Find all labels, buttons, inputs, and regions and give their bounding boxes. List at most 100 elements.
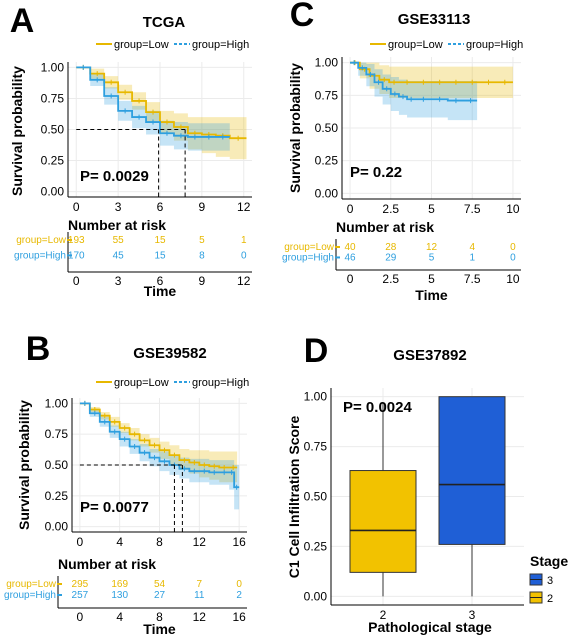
x-axis-label: Pathological stage <box>368 619 492 635</box>
risk-x-tick-label: 3 <box>115 274 122 288</box>
censor-mark <box>468 98 474 104</box>
censor-mark <box>178 133 184 139</box>
y-tick-label: 0.00 <box>304 589 328 603</box>
risk-value: 4 <box>469 242 475 253</box>
risk-x-tick-label: 4 <box>116 610 123 624</box>
censor-mark <box>122 436 128 442</box>
risk-x-tick-label: 5 <box>428 272 435 286</box>
legend-entry: group=High <box>466 39 523 51</box>
panel-letter: B <box>26 330 51 368</box>
censor-mark <box>437 79 443 85</box>
risk-value: 257 <box>72 590 89 601</box>
risk-value: 54 <box>154 579 166 590</box>
risk-value: 46 <box>344 252 356 263</box>
censor-mark <box>132 431 138 437</box>
risk-row-label: group=Low <box>284 242 335 253</box>
p-value: P= 0.0024 <box>343 399 412 416</box>
y-axis-label: Survival probability <box>287 63 303 193</box>
p-value: P= 0.0077 <box>80 499 149 516</box>
censor-mark <box>178 124 184 130</box>
risk-value: 0 <box>241 250 247 261</box>
censor-mark <box>142 437 148 443</box>
risk-row-label: group=Low <box>16 235 67 246</box>
y-tick-label: 0.75 <box>315 88 339 102</box>
censor-mark <box>437 96 443 102</box>
panel-letter: D <box>304 332 329 370</box>
censor-mark <box>112 429 118 435</box>
censor-mark <box>502 79 508 85</box>
x-axis-label: Time <box>144 283 177 299</box>
censor-mark <box>102 413 108 419</box>
censor-mark <box>192 134 198 140</box>
legend-entry: group=Low <box>114 39 169 51</box>
censor-mark <box>181 457 187 463</box>
censor-mark <box>150 119 156 125</box>
x-tick-label: 0 <box>73 200 80 214</box>
y-tick-label: 0.00 <box>45 520 69 534</box>
censor-mark <box>94 77 100 83</box>
p-value: P= 0.22 <box>350 164 402 181</box>
censor-mark <box>122 108 128 114</box>
censor-mark <box>359 65 365 71</box>
censor-mark <box>152 442 158 448</box>
y-tick-label: 0.25 <box>41 154 65 168</box>
risk-value: 15 <box>154 250 166 261</box>
x-tick-label: 2 <box>380 608 387 622</box>
legend: group=Low group=High <box>96 377 249 389</box>
y-tick-label: 1.00 <box>45 396 69 410</box>
risk-value: 5 <box>199 235 205 246</box>
legend-entry: group=Low <box>114 377 169 389</box>
censor-mark <box>80 64 86 70</box>
risk-row-label: group=High <box>14 250 66 261</box>
censor-mark <box>142 450 148 456</box>
censor-mark <box>351 60 357 66</box>
censor-mark <box>220 134 226 140</box>
censor-mark <box>221 464 227 470</box>
box <box>438 396 506 545</box>
p-value: P= 0.0029 <box>80 168 149 185</box>
censor-mark <box>94 71 100 77</box>
risk-x-tick-label: 10 <box>506 272 520 286</box>
censor-mark <box>201 462 207 468</box>
censor-mark <box>164 119 170 125</box>
risk-value: 45 <box>113 250 125 261</box>
confidence-band <box>350 62 478 121</box>
risk-x-tick-label: 12 <box>237 274 251 288</box>
censor-mark <box>420 79 426 85</box>
y-tick-label: 0.75 <box>41 91 65 105</box>
risk-value: 40 <box>344 242 356 253</box>
censor-mark <box>211 469 217 475</box>
censor-mark <box>92 410 98 416</box>
censor-mark <box>400 94 406 100</box>
risk-value: 0 <box>510 252 516 263</box>
panel-a: A TCGA group=Low group=High 0.00 0.25 0.50 0.75… <box>9 2 252 299</box>
censor-mark <box>408 96 414 102</box>
risk-value: 0 <box>510 242 516 253</box>
risk-value: 1 <box>241 235 247 246</box>
risk-x-tick-label: 8 <box>156 610 163 624</box>
risk-value: 5 <box>429 252 435 263</box>
x-tick-label: 12 <box>237 200 251 214</box>
y-tick-label: 1.00 <box>304 390 328 404</box>
risk-value: 193 <box>68 235 85 246</box>
x-tick-label: 0 <box>347 202 354 216</box>
survival-curve <box>79 402 240 489</box>
x-tick-label: 5 <box>428 202 435 216</box>
risk-x-tick-label: 0 <box>77 610 84 624</box>
panel-letter: A <box>10 2 35 40</box>
y-tick-label: 1.00 <box>41 60 65 74</box>
x-tick-label: 12 <box>193 535 207 549</box>
censor-mark <box>122 425 128 431</box>
legend-title: Stage <box>530 553 568 569</box>
censor-mark <box>161 458 167 464</box>
risk-table-title: Number at risk <box>58 556 156 572</box>
y-tick-label: 0.25 <box>304 539 328 553</box>
risk-value: 11 <box>194 590 205 601</box>
censor-mark <box>230 464 236 470</box>
censor-mark <box>161 447 167 453</box>
chart-title: GSE37892 <box>393 347 466 364</box>
x-tick-label: 4 <box>116 535 123 549</box>
censor-mark <box>391 79 397 85</box>
